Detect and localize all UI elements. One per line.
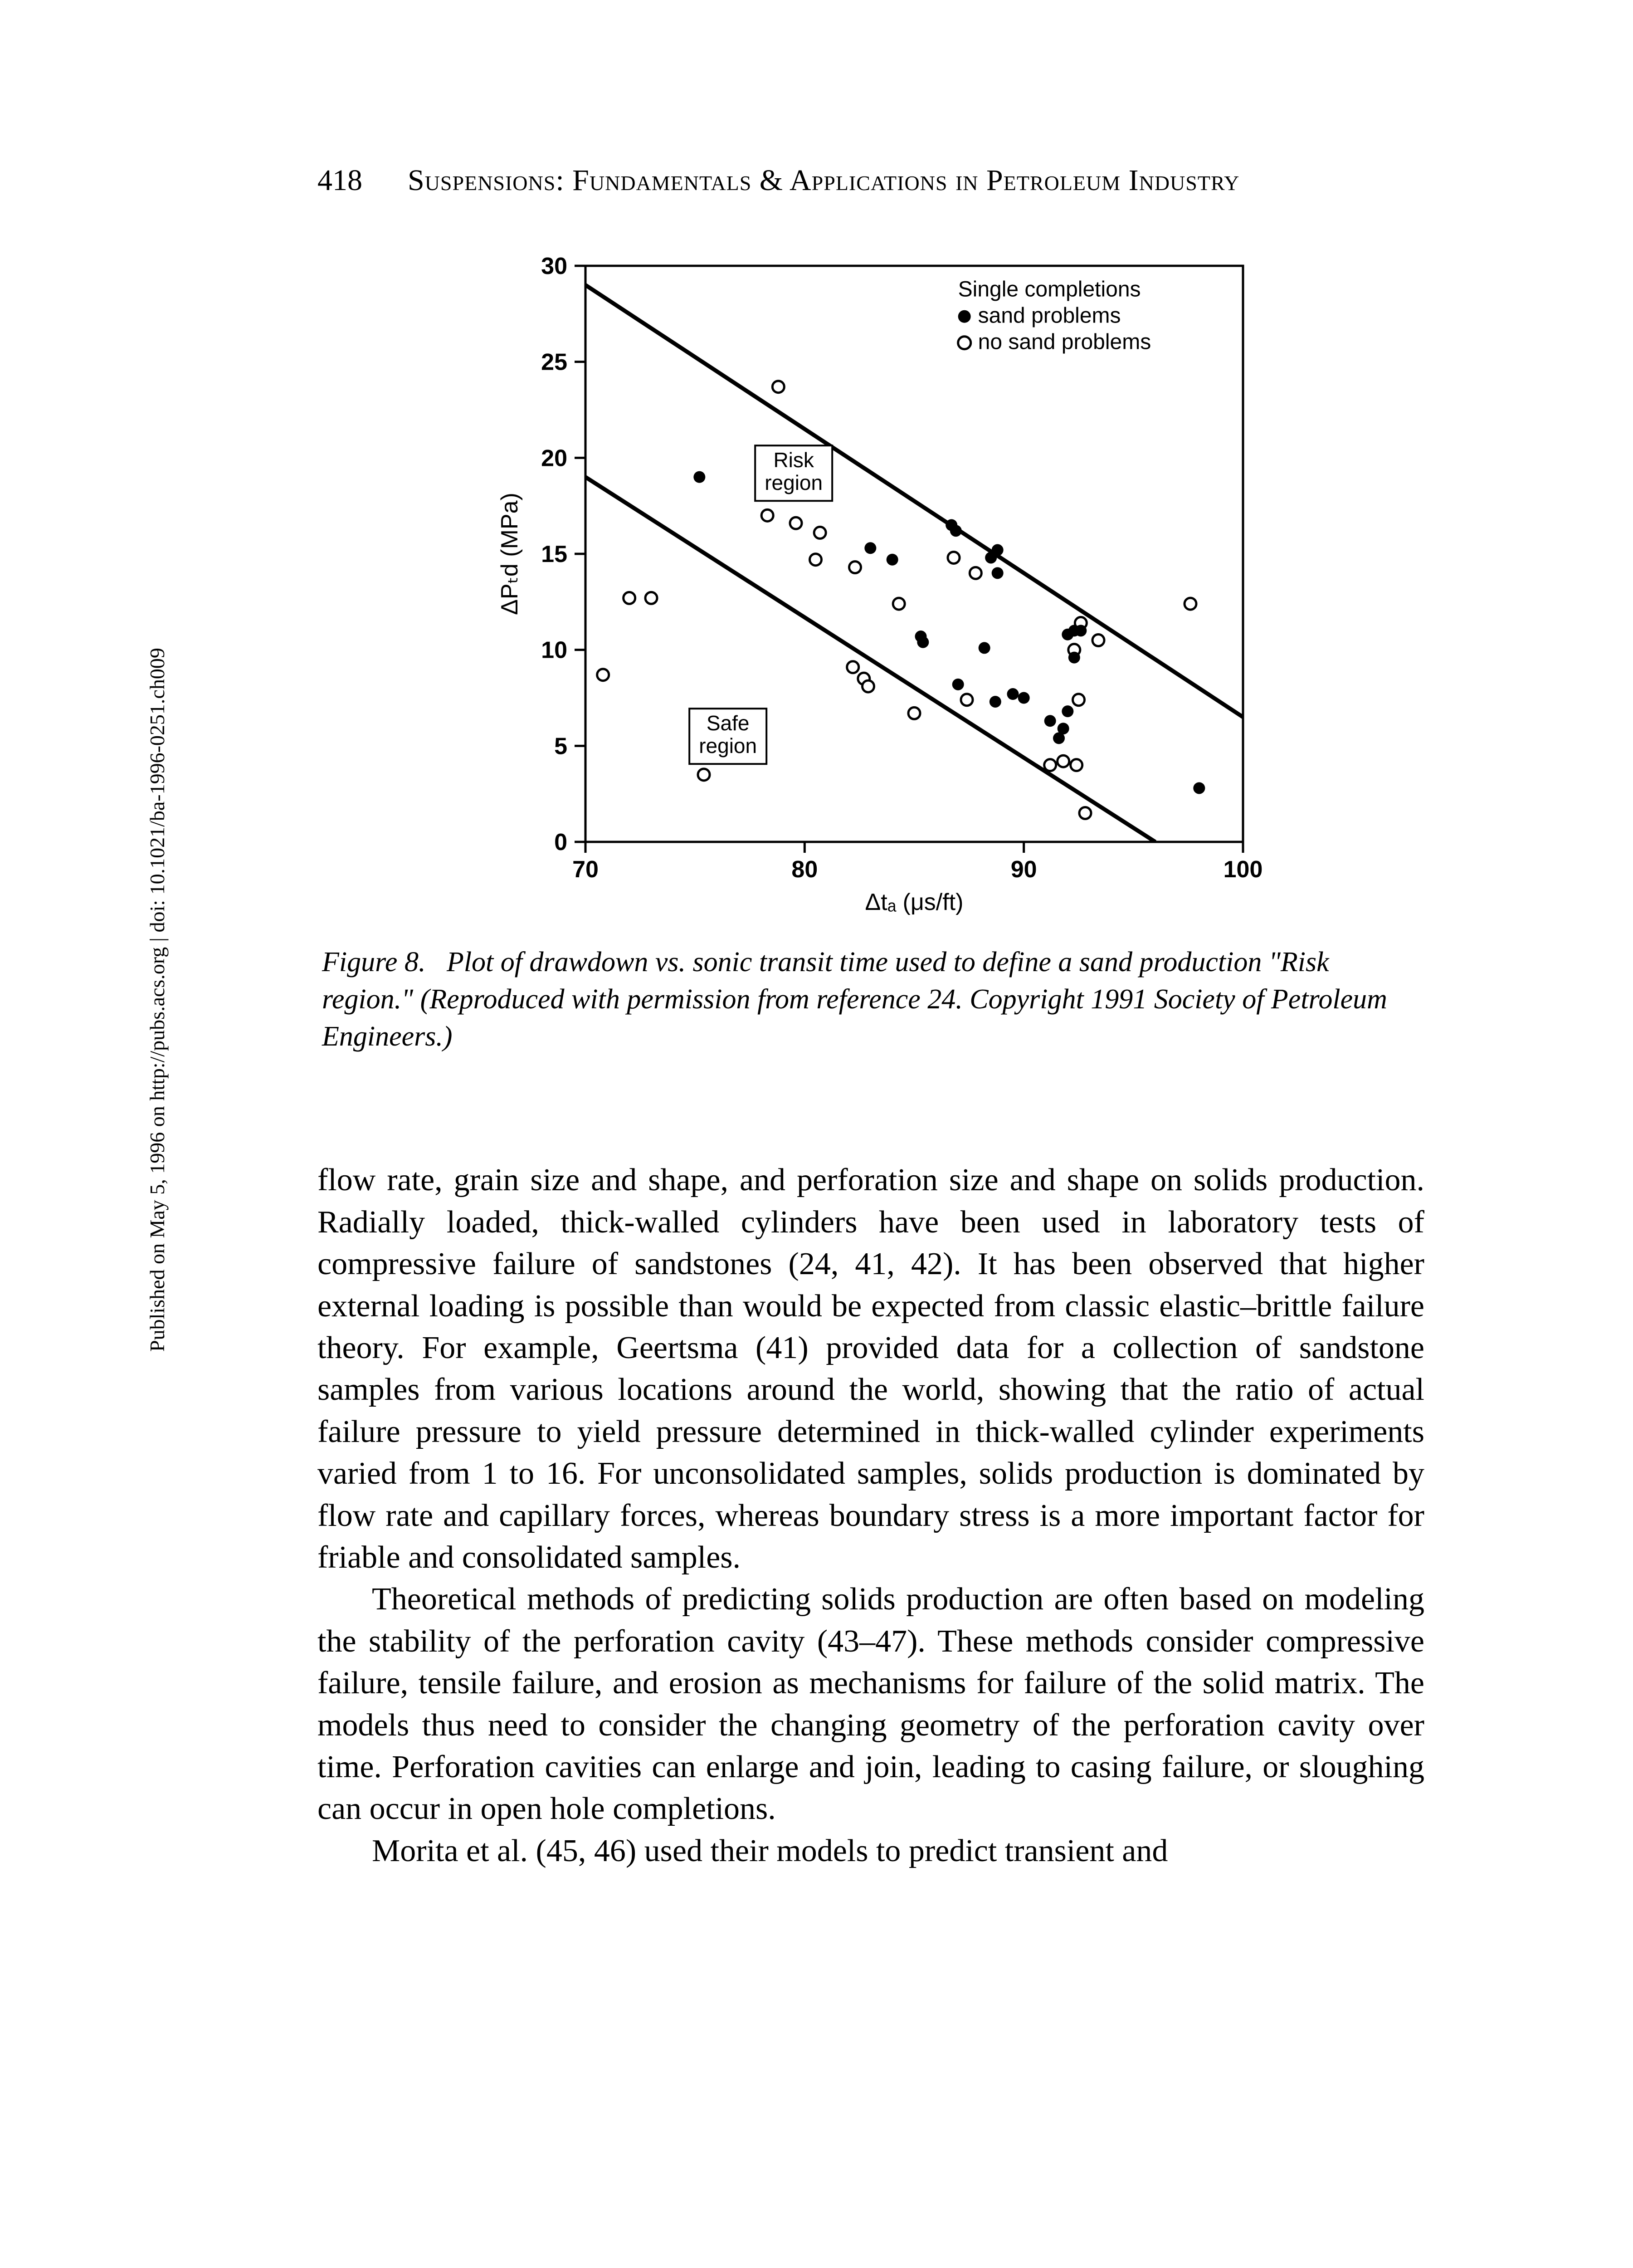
svg-text:Single completions: Single completions <box>958 278 1141 302</box>
svg-text:90: 90 <box>1010 856 1037 883</box>
svg-text:no sand problems: no sand problems <box>978 330 1151 354</box>
page-number: 418 <box>317 163 362 198</box>
running-title: Suspensions: Fundamentals & Applications… <box>408 163 1239 198</box>
svg-text:10: 10 <box>541 637 567 664</box>
body-text: flow rate, grain size and shape, and per… <box>317 1159 1424 1872</box>
side-citation: Published on May 5, 1996 on http://pubs.… <box>145 648 169 1352</box>
svg-text:25: 25 <box>541 349 567 376</box>
figure-8: 70 80 90 100 0 5 10 15 20 25 30 Δtₐ (μs/ft) ΔPₜd (MP… <box>317 252 1424 1055</box>
svg-text:Δtₐ (μs/ft): Δtₐ (μs/ft) <box>865 889 963 915</box>
paragraph-1: flow rate, grain size and shape, and per… <box>317 1159 1424 1579</box>
svg-text:region: region <box>765 471 823 494</box>
svg-text:Safe: Safe <box>706 711 749 735</box>
svg-text:100: 100 <box>1223 856 1263 883</box>
svg-text:5: 5 <box>554 733 567 759</box>
svg-text:Risk: Risk <box>773 448 814 472</box>
paragraph-3: Morita et al. (45, 46) used their models… <box>317 1830 1424 1872</box>
svg-text:ΔPₜd (MPa): ΔPₜd (MPa) <box>497 493 523 615</box>
svg-text:70: 70 <box>572 856 599 883</box>
caption-text: Plot of drawdown vs. sonic transit time … <box>322 947 1387 1052</box>
paragraph-2: Theoretical methods of predicting solids… <box>317 1579 1424 1830</box>
svg-text:80: 80 <box>791 856 818 883</box>
svg-text:30: 30 <box>541 253 567 279</box>
svg-text:15: 15 <box>541 541 567 567</box>
svg-text:sand problems: sand problems <box>978 304 1121 328</box>
caption-prefix: Figure 8. <box>322 947 425 978</box>
figure-caption: Figure 8. Plot of drawdown vs. sonic tra… <box>322 944 1420 1055</box>
svg-text:region: region <box>699 734 757 758</box>
svg-text:0: 0 <box>554 829 567 855</box>
running-header: 418 Suspensions: Fundamentals & Applicat… <box>317 163 1424 198</box>
scatter-chart: 70 80 90 100 0 5 10 15 20 25 30 Δtₐ (μs/ft) ΔPₜd (MP… <box>472 252 1270 924</box>
page: Published on May 5, 1996 on http://pubs.… <box>0 0 1633 2268</box>
svg-text:20: 20 <box>541 445 567 471</box>
